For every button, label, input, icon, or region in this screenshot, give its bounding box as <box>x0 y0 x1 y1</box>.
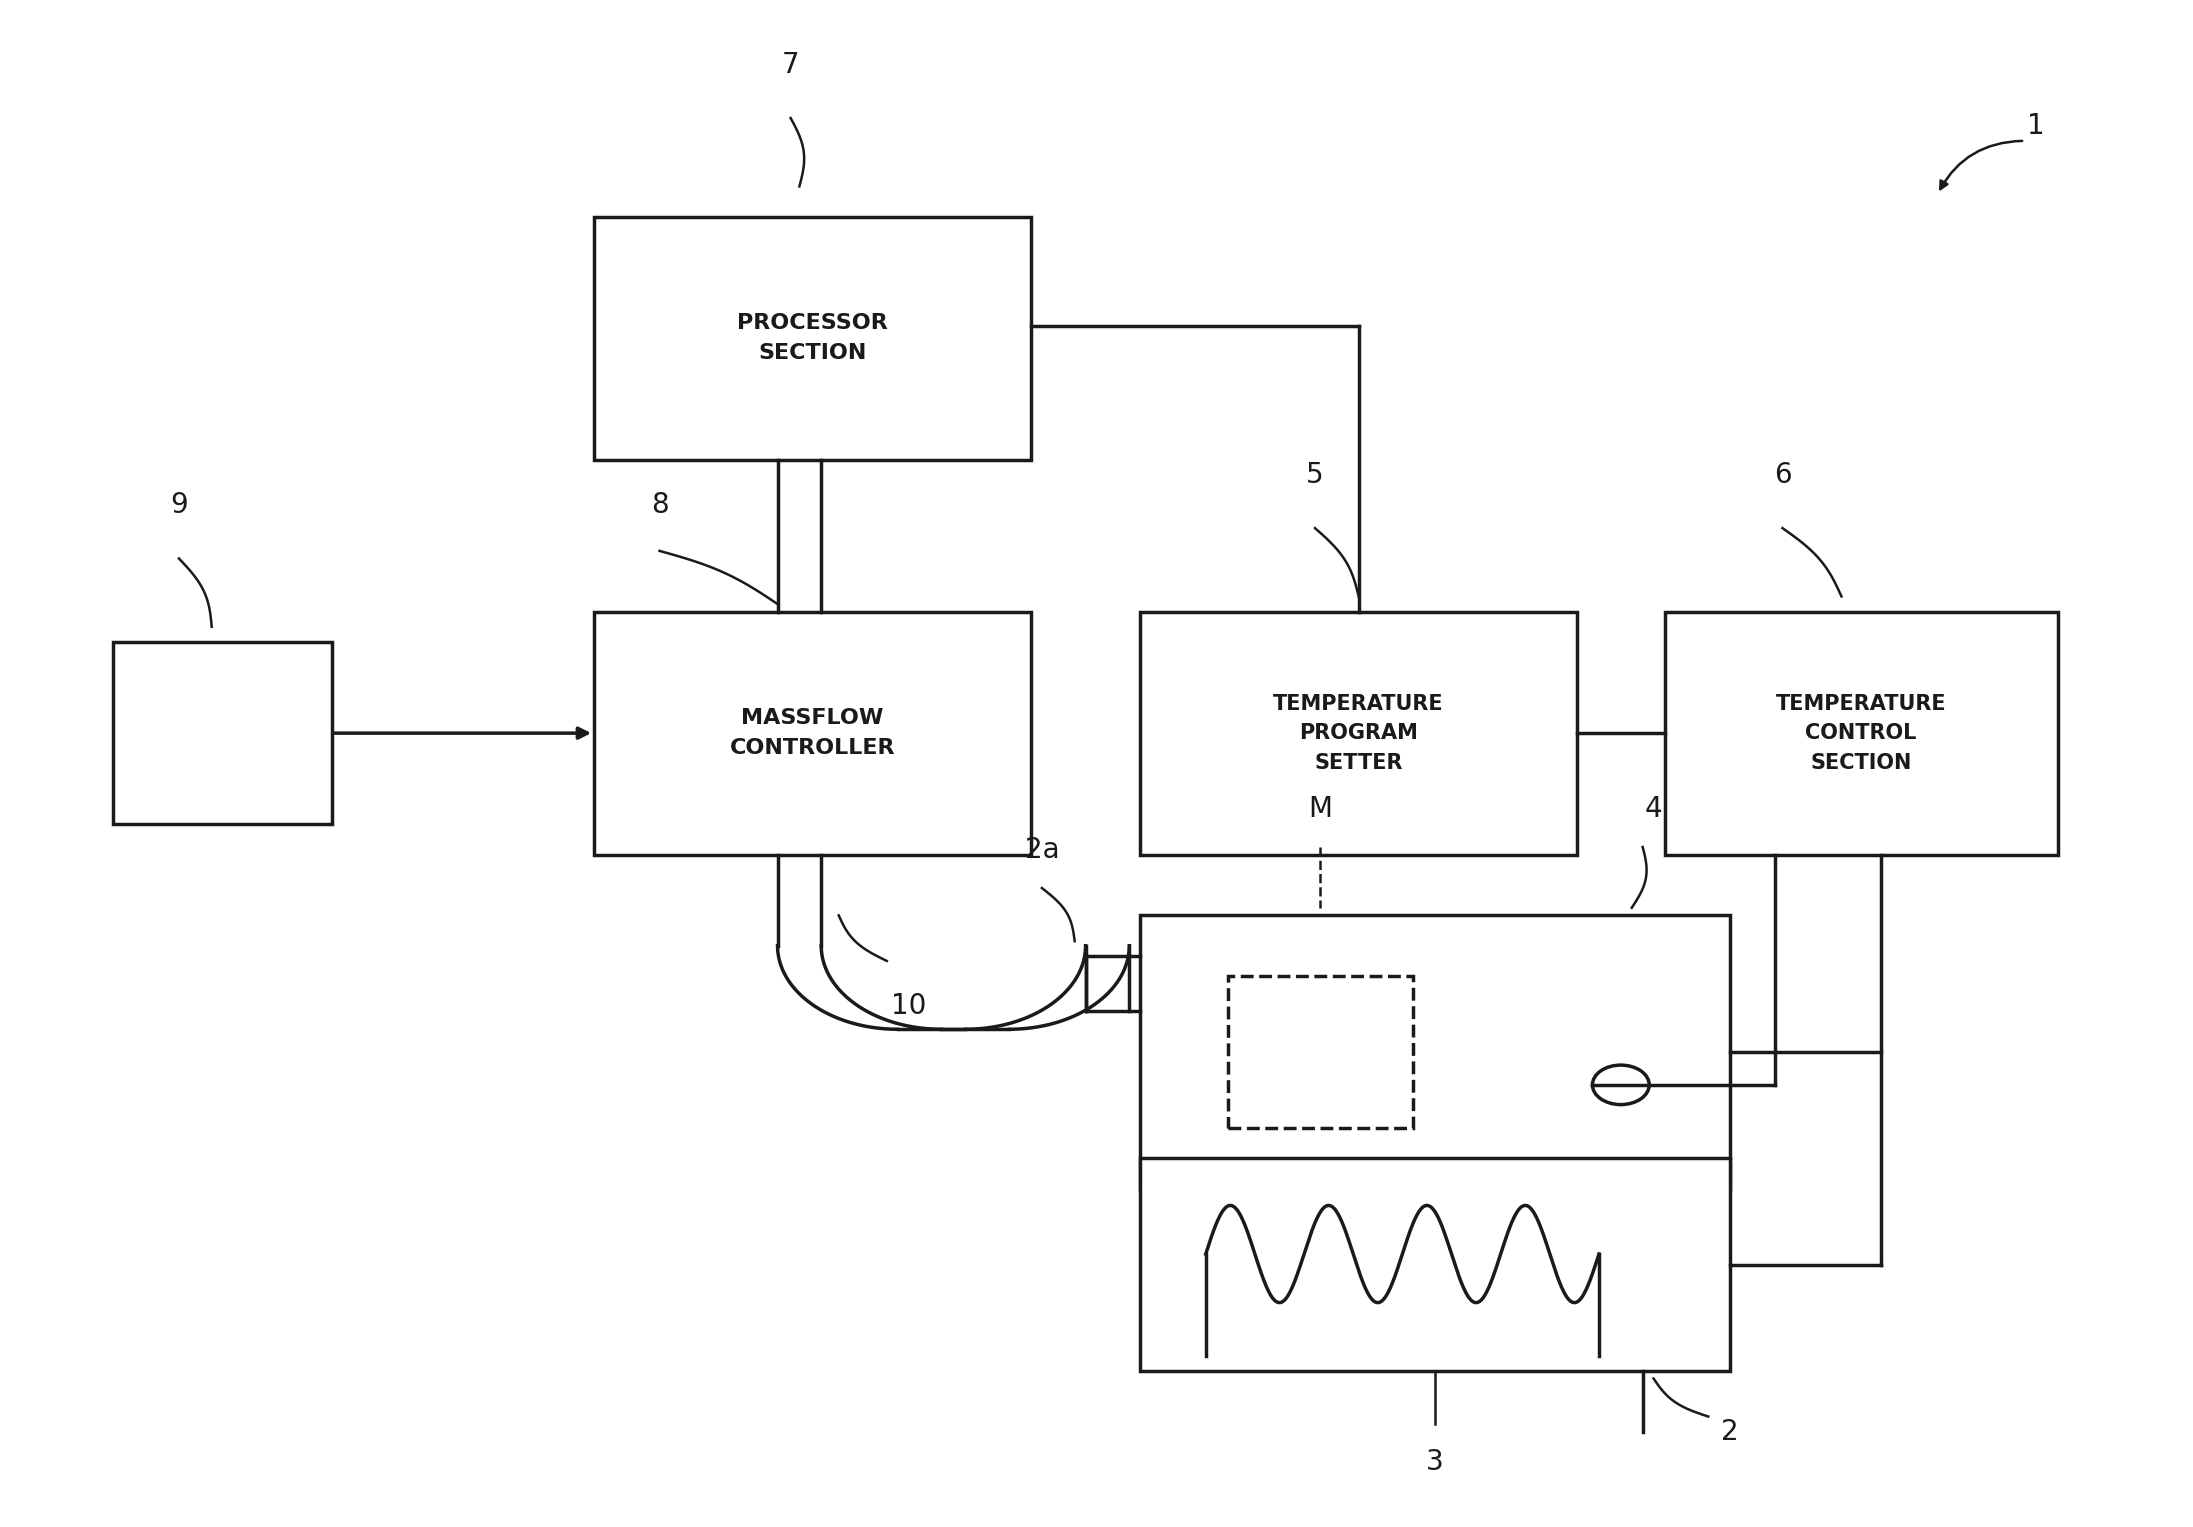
Text: 2: 2 <box>1722 1417 1739 1446</box>
Text: 2a: 2a <box>1024 837 1059 864</box>
Text: 8: 8 <box>651 492 669 519</box>
Bar <box>1140 915 1730 1188</box>
Text: M: M <box>1309 796 1333 823</box>
Text: 5: 5 <box>1307 461 1325 489</box>
Text: MASSFLOW
CONTROLLER: MASSFLOW CONTROLLER <box>730 709 895 757</box>
Bar <box>1664 612 2057 855</box>
Text: TEMPERATURE
PROGRAM
SETTER: TEMPERATURE PROGRAM SETTER <box>1274 693 1443 773</box>
Bar <box>1140 1159 1730 1371</box>
Bar <box>594 612 1031 855</box>
Text: 1: 1 <box>2026 111 2044 139</box>
Text: 7: 7 <box>783 50 800 79</box>
Text: 6: 6 <box>1774 461 1792 489</box>
Text: 3: 3 <box>1425 1448 1443 1477</box>
Bar <box>1228 976 1412 1128</box>
Bar <box>1140 612 1577 855</box>
Text: TEMPERATURE
CONTROL
SECTION: TEMPERATURE CONTROL SECTION <box>1776 693 1947 773</box>
Text: 4: 4 <box>1645 796 1662 823</box>
Bar <box>114 641 331 825</box>
Bar <box>594 217 1031 460</box>
Text: 9: 9 <box>171 492 189 519</box>
Text: PROCESSOR
SECTION: PROCESSOR SECTION <box>737 313 888 363</box>
Text: 10: 10 <box>890 993 925 1020</box>
